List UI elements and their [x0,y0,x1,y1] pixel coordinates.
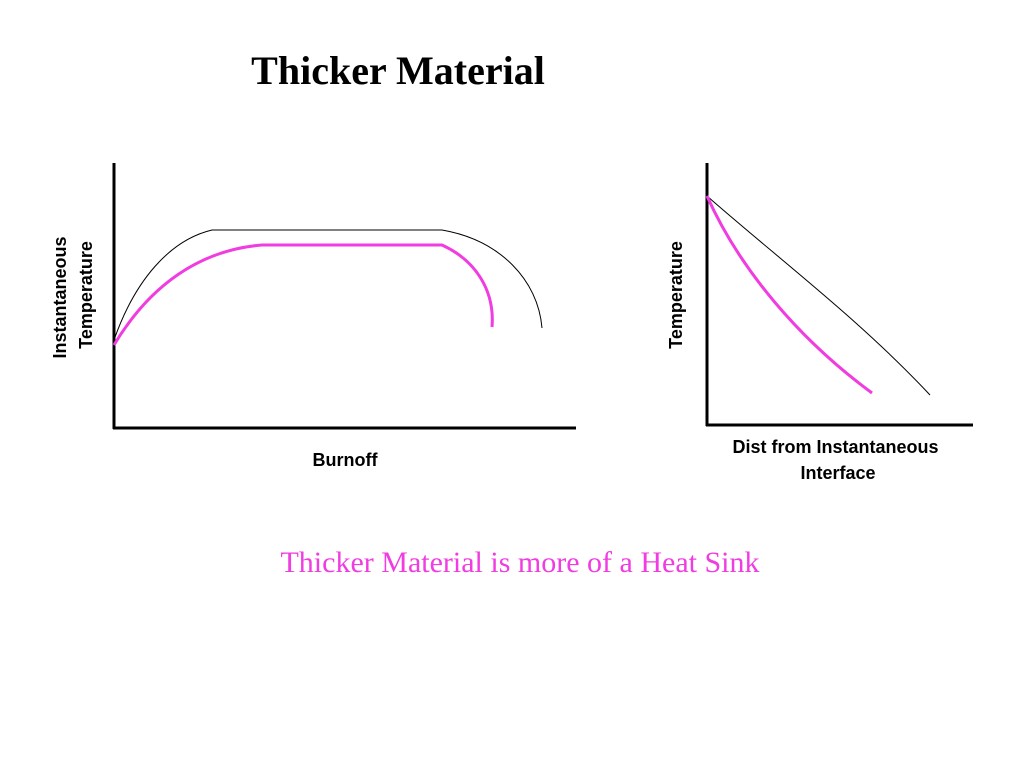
diagram-burnoff: Instantaneous Temperature Burnoff [50,163,576,470]
y-axis-label-line: Temperature [666,241,686,349]
slide-title: Thicker Material [251,48,545,93]
thick-material-curve [112,243,494,346]
thin-material-curve [113,229,543,341]
y-axis-label: Temperature [666,241,686,349]
x-axis-label-line: Dist from Instantaneous [732,437,938,457]
diagram-distance: Temperature Dist from Instantaneous Inte… [666,163,973,483]
thick-material-curve [705,195,873,395]
x-axis-label: Burnoff [313,450,379,470]
x-axis-label-line: Interface [800,463,875,483]
y-axis-label-line: Instantaneous [50,236,70,358]
x-axis-label: Dist from Instantaneous Interface [732,437,943,483]
y-axis-label-line: Temperature [76,241,96,349]
thin-material-curve [706,195,931,396]
caption: Thicker Material is more of a Heat Sink [280,546,759,579]
y-axis-label: Instantaneous Temperature [50,231,96,358]
